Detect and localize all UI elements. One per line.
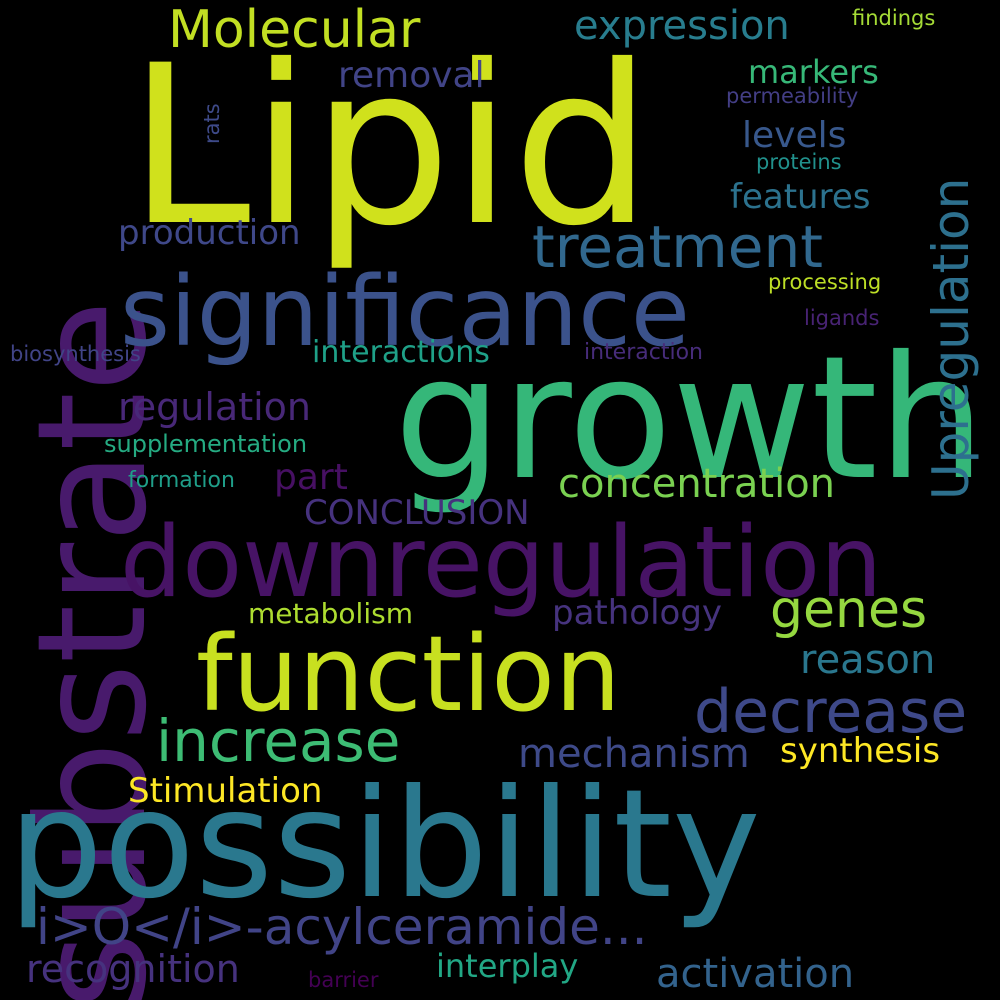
word-removal: removal — [338, 55, 485, 96]
word-processing: processing — [768, 270, 882, 294]
word-decrease: decrease — [694, 677, 968, 747]
word-pathology: pathology — [552, 593, 723, 633]
word-expression: expression — [574, 3, 790, 49]
word-interplay: interplay — [436, 947, 579, 985]
word-mechanism: mechanism — [518, 731, 750, 777]
word-upregulation: Upregulation — [922, 177, 980, 500]
word-activation: activation — [656, 951, 855, 997]
word-reason: reason — [800, 637, 936, 683]
word-significance: significance — [120, 256, 690, 368]
word-production: production — [118, 213, 301, 253]
word-biosynthesis: biosynthesis — [10, 342, 141, 366]
word-formation: formation — [128, 468, 235, 493]
word-barrier: barrier — [308, 968, 379, 992]
word-molecular: Molecular — [168, 0, 421, 60]
word-rats: rats — [200, 103, 224, 144]
word-acylceramide: i>O</i>-acylceramide... — [36, 898, 648, 956]
word-markers: markers — [748, 53, 879, 91]
word-interaction: interaction — [584, 340, 703, 365]
word-function: function — [196, 613, 621, 735]
word-stimulation: Stimulation — [128, 771, 323, 811]
word-concentration: concentration — [558, 461, 836, 507]
word-levels: levels — [742, 115, 847, 156]
word-conclusion: CONCLUSION — [304, 493, 530, 533]
word-recognition: recognition — [26, 947, 240, 991]
word-downregulation: downregulation — [120, 506, 883, 620]
word-interactions: interactions — [312, 335, 490, 370]
word-synthesis: synthesis — [780, 731, 941, 771]
word-genes: genes — [770, 580, 928, 640]
word-findings: findings — [852, 6, 936, 30]
word-treatment: treatment — [532, 213, 823, 281]
word-part: part — [274, 457, 348, 498]
word-metabolism: metabolism — [248, 597, 413, 630]
word-features: features — [730, 177, 871, 217]
word-increase: increase — [156, 707, 401, 775]
word-supplementation: supplementation — [104, 430, 308, 458]
word-ligands: ligands — [804, 306, 880, 330]
word-possibility: possibility — [8, 758, 761, 932]
word-permeability: permeability — [726, 84, 859, 108]
word-growth: growth — [394, 320, 986, 518]
word-regulation: regulation — [118, 385, 312, 429]
word-lipid: Lipid — [128, 18, 653, 274]
word-proteins: proteins — [756, 150, 842, 174]
